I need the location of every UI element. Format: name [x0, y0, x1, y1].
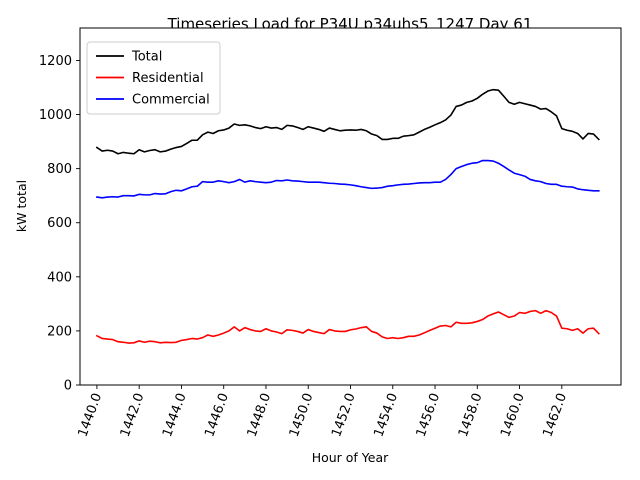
y-axis-label: kW total [14, 180, 29, 232]
y-tick-label: 200 [47, 324, 72, 339]
legend-label-commercial: Commercial [132, 93, 210, 108]
y-tick-label: 800 [47, 162, 72, 177]
legend-label-residential: Residential [132, 71, 204, 86]
series-line-total [95, 88, 600, 155]
y-tick-label: 1000 [39, 108, 72, 123]
y-tick-label: 0 [64, 379, 72, 394]
legend-entries: Total Residential Commercial [96, 50, 210, 108]
series-line-residential [95, 309, 600, 344]
series-line-commercial [95, 159, 600, 199]
legend-box [86, 41, 221, 115]
legend: Total Residential Commercial [86, 41, 221, 115]
y-tick-label: 1200 [39, 54, 72, 69]
y-axis: 0 200 400 600 800 1000 1200 [39, 54, 80, 394]
legend-label-total: Total [131, 50, 162, 65]
y-tick-label: 400 [47, 270, 72, 285]
x-axis-label: Hour of Year [312, 450, 389, 465]
series-layer [95, 88, 600, 344]
y-tick-label: 600 [47, 216, 72, 231]
